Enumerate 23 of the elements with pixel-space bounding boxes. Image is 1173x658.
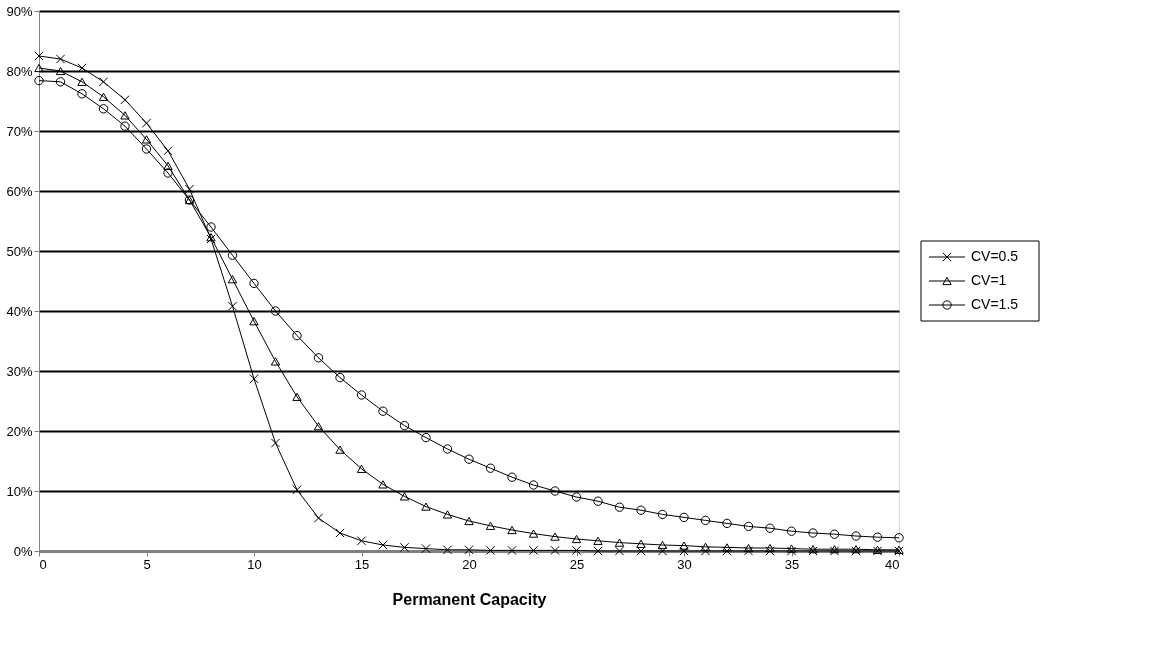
x-tick-label: 0 <box>39 556 47 572</box>
legend-label: CV=0.5 <box>971 248 1019 264</box>
legend-label: CV=1.5 <box>971 296 1019 312</box>
x-tick-label: 5 <box>143 556 151 572</box>
y-tick-label: 20% <box>6 423 33 439</box>
x-axis-title: Permanent Capacity <box>392 590 547 608</box>
x-tick-label: 15 <box>354 556 370 572</box>
y-tick-label: 50% <box>6 243 33 259</box>
x-tick-label: 10 <box>247 556 262 572</box>
y-tick-label: 40% <box>6 303 33 319</box>
y-tick-label: 30% <box>6 363 33 379</box>
x-tick-label: 40 <box>885 556 900 572</box>
y-tick-label: 10% <box>6 483 33 499</box>
y-tick-label: 0% <box>13 543 33 559</box>
y-tick-label: 70% <box>6 123 33 139</box>
legend-label: CV=1 <box>971 272 1007 288</box>
x-tick-label: 25 <box>569 556 585 572</box>
x-tick-label: 20 <box>462 556 477 572</box>
x-tick-label: 30 <box>677 556 692 572</box>
y-tick-label: 90% <box>6 3 33 19</box>
x-tick-label: 35 <box>784 556 800 572</box>
y-tick-label: 80% <box>6 63 33 79</box>
y-tick-label: 60% <box>6 183 33 199</box>
